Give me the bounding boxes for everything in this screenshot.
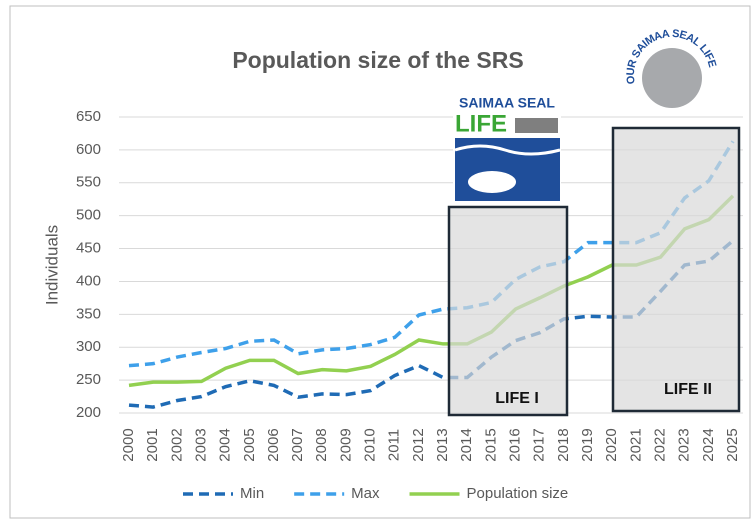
logo-houses — [515, 118, 558, 133]
x-tick-label: 2002 — [168, 428, 185, 461]
y-tick-label: 300 — [76, 338, 101, 355]
x-tick-label: 2011 — [386, 429, 403, 461]
chart-title: Population size of the SRS — [232, 47, 523, 73]
y-tick-label: 500 — [76, 207, 101, 224]
x-tick-label: 2021 — [627, 428, 644, 461]
logo-seal — [468, 171, 516, 193]
x-tick-label: 2004 — [217, 428, 234, 461]
x-tick-label: 2015 — [482, 428, 499, 461]
x-tick-label: 2024 — [700, 428, 717, 461]
x-tick-label: 2025 — [724, 428, 741, 461]
x-tick-label: 2016 — [507, 428, 524, 461]
legend-label: Population size — [467, 485, 569, 502]
legend-label: Min — [240, 485, 264, 502]
x-tick-label: 2023 — [676, 428, 693, 461]
x-tick-label: 2017 — [531, 428, 548, 461]
x-tick-label: 2000 — [120, 428, 137, 461]
logo-text: LIFE — [455, 110, 507, 137]
logo-seal-head — [642, 48, 702, 108]
x-tick-label: 2003 — [192, 428, 209, 461]
x-tick-label: 2019 — [579, 428, 596, 461]
legend-label: Max — [351, 485, 380, 502]
y-tick-label: 400 — [76, 272, 101, 289]
y-tick-label: 350 — [76, 305, 101, 322]
x-tick-label: 2022 — [651, 428, 668, 461]
y-tick-label: 200 — [76, 404, 101, 421]
y-tick-label: 650 — [76, 108, 101, 125]
x-tick-label: 2014 — [458, 428, 475, 461]
saimaa-logo: SAIMAA SEAL LIFE — [453, 95, 561, 203]
x-tick-label: 2006 — [265, 428, 282, 461]
y-axis-label: Individuals — [42, 225, 61, 305]
x-tick-label: 2018 — [555, 428, 572, 461]
x-tick-label: 2001 — [144, 428, 161, 461]
logo-text: SAIMAA SEAL — [459, 95, 555, 111]
chart: Population size of the SRS Individuals 2… — [0, 0, 753, 521]
x-tick-label: 2009 — [337, 428, 354, 461]
y-tick-label: 450 — [76, 240, 101, 257]
life-ii-box — [613, 128, 739, 411]
annotation: LIFE I — [495, 390, 539, 407]
y-tick-label: 250 — [76, 371, 101, 388]
y-tick-label: 550 — [76, 174, 101, 191]
x-tick-label: 2007 — [289, 428, 306, 461]
x-tick-label: 2010 — [362, 428, 379, 461]
x-tick-label: 2012 — [410, 428, 427, 461]
x-tick-label: 2005 — [241, 428, 258, 461]
y-tick-label: 600 — [76, 141, 101, 158]
x-tick-label: 2020 — [603, 428, 620, 461]
annotation: LIFE II — [664, 381, 712, 398]
x-tick-label: 2013 — [434, 428, 451, 461]
life-i-box — [449, 207, 567, 415]
legend: Min Max Population size — [183, 485, 568, 502]
x-tick-label: 2008 — [313, 428, 330, 461]
